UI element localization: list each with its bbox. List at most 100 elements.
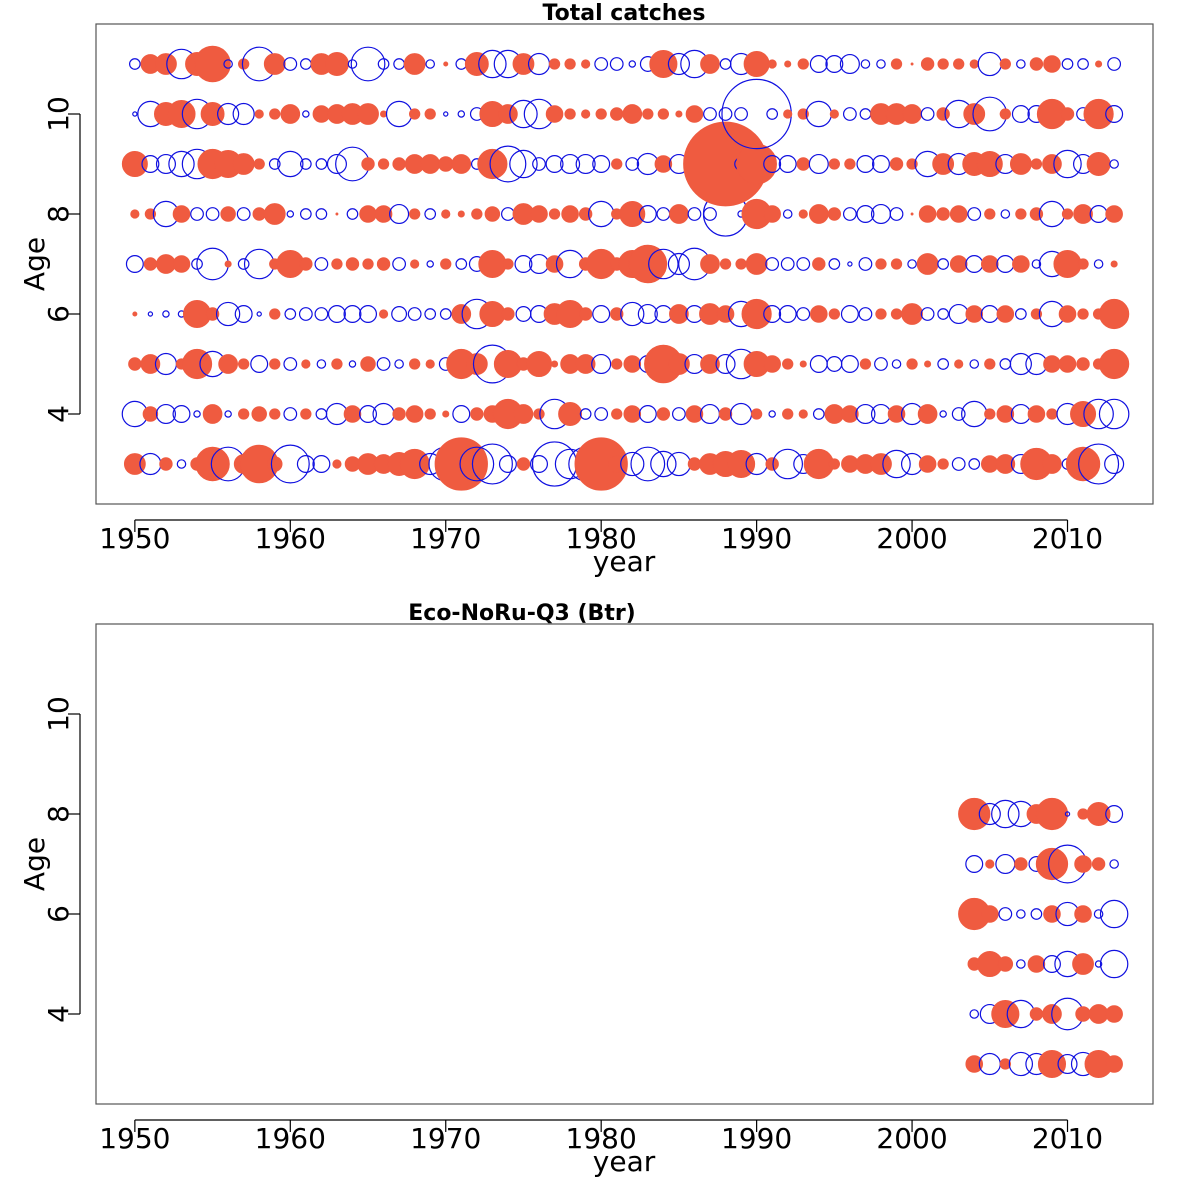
bubble-negative [871, 155, 890, 174]
bubble-negative [967, 207, 982, 221]
bubble-negative [155, 153, 176, 175]
bubble-negative [1098, 398, 1130, 430]
bubble-positive [502, 258, 514, 270]
bubble-negative [1099, 899, 1129, 929]
bubble-positive [478, 249, 507, 279]
bubble-negative [394, 359, 404, 369]
bubble-positive [610, 107, 624, 121]
bubble-positive [331, 358, 343, 370]
bubble-positive [1099, 348, 1130, 380]
x-tick-label: 1970 [410, 522, 481, 555]
bubble-positive [798, 409, 808, 419]
bubble-positive [359, 205, 377, 223]
bubble-negative [391, 306, 408, 322]
bubble-positive [130, 209, 140, 219]
bubble-negative [478, 49, 507, 79]
bubble-negative [937, 308, 950, 320]
bubble-negative [205, 207, 220, 221]
panel-2-x-axis-label: year [593, 1145, 656, 1178]
bubble-positive [457, 210, 465, 218]
bubble-negative [998, 907, 1013, 921]
bubble-positive [623, 355, 642, 373]
bubble-positive [654, 155, 673, 173]
y-tick-label: 4 [42, 405, 75, 423]
bubble-positive [376, 257, 391, 271]
bubble-negative [1010, 403, 1031, 425]
bubble-negative [591, 353, 612, 375]
bubble-negative [882, 449, 911, 479]
bubble-negative [772, 448, 804, 480]
bubble-positive [984, 208, 996, 220]
bubble-negative [316, 359, 327, 369]
panel-2-y-axis: 4 6 8 10 [42, 696, 81, 1023]
bubble-negative [346, 208, 359, 220]
bubble-negative [315, 408, 328, 420]
bubble-positive [392, 157, 406, 171]
bubble-positive [220, 206, 236, 222]
bubble-negative [839, 53, 860, 75]
bubble-positive [828, 158, 840, 170]
y-tick-label: 8 [42, 805, 75, 823]
panel-1-title: Total catches [543, 1, 706, 26]
bubble-negative [424, 308, 437, 320]
bubble-negative [858, 257, 873, 271]
bubble-positive [783, 109, 793, 119]
bubble-positive [167, 99, 196, 129]
bubble-negative [630, 446, 666, 482]
bubble-positive [995, 454, 1016, 474]
bubble-positive [202, 404, 223, 424]
bubble-negative [1083, 398, 1114, 430]
bubble-negative [1077, 58, 1089, 70]
bubble-positive [405, 405, 424, 423]
bubble-positive [224, 260, 232, 268]
x-tick-label: 1980 [566, 522, 637, 555]
x-tick-label: 1970 [410, 1122, 481, 1155]
bubble-negative [1093, 259, 1104, 269]
bubble-positive [642, 108, 654, 120]
bubble-positive [999, 58, 1011, 70]
bubble-positive [378, 309, 389, 319]
bubble-positive [575, 354, 596, 374]
bubble-positive [741, 298, 772, 330]
bubble-negative [359, 305, 378, 324]
bubble-positive [750, 408, 763, 420]
bubble-positive [362, 258, 374, 270]
bubble-positive [269, 358, 281, 370]
bubble-positive [767, 59, 777, 69]
bubble-positive [374, 205, 393, 223]
bubble-negative [393, 58, 405, 70]
panel-2-title: Eco-NoRu-Q3 (Btr) [408, 601, 636, 626]
bubble-positive [902, 104, 922, 124]
bubble-positive [1065, 446, 1101, 482]
bubble-positive [440, 258, 452, 270]
bubble-positive [958, 797, 991, 831]
bubble-negative [826, 356, 843, 372]
bubble-negative [314, 257, 329, 271]
bubble-negative [315, 158, 328, 170]
bubble-negative [1008, 1051, 1034, 1077]
bubble-positive [924, 360, 932, 368]
bubble-positive [824, 404, 845, 424]
bubble-negative [1061, 58, 1074, 70]
bubble-negative [191, 258, 203, 270]
bubble-negative [667, 252, 691, 276]
bubble-positive [984, 358, 996, 370]
bubble-positive [936, 107, 950, 121]
bubble-positive [464, 52, 489, 76]
bubble-positive [581, 109, 591, 119]
bubble-negative [1000, 209, 1011, 219]
bubble-positive [442, 410, 450, 418]
bubble-negative [1016, 59, 1026, 69]
bubble-positive [1086, 152, 1111, 176]
bubble-negative [876, 59, 886, 69]
bubble-positive [829, 109, 839, 119]
x-tick-label: 2010 [1032, 1122, 1103, 1155]
panel-2-x-axis: 1950 1960 1970 1980 1990 2000 2010 [99, 1119, 1103, 1155]
bubble-negative [359, 405, 378, 424]
bubble-positive [763, 205, 781, 223]
bubble-positive [361, 157, 375, 171]
bubble-positive [782, 358, 794, 370]
bubble-positive [996, 405, 1015, 423]
bubble-negative [215, 301, 241, 327]
